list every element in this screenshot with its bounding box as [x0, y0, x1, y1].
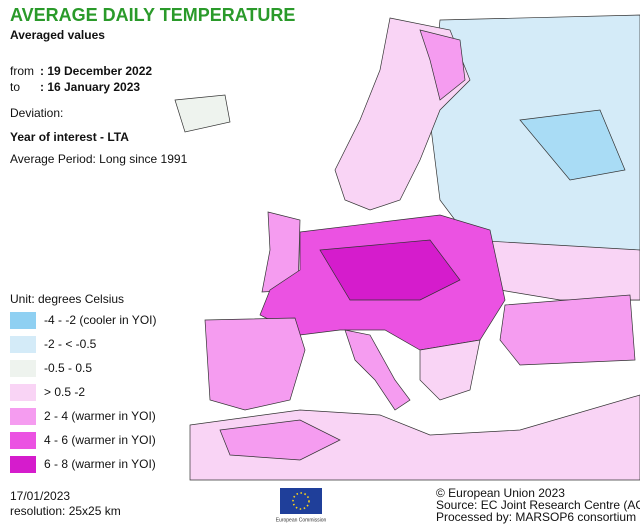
footer-date: 17/01/2023	[10, 489, 70, 503]
land-balkans	[419, 339, 481, 401]
legend-swatch	[10, 360, 36, 377]
land-finland-north	[419, 29, 466, 101]
legend-swatch	[10, 408, 36, 425]
deviation-label: Deviation:	[10, 106, 63, 120]
map	[174, 14, 640, 481]
from-label: from	[10, 64, 34, 78]
legend-label: -2 - < -0.5	[44, 337, 97, 351]
legend-label: 4 - 6 (warmer in YOI)	[44, 433, 156, 447]
footer-resolution: resolution: 25x25 km	[10, 504, 121, 518]
legend-label: > 0.5 -2	[44, 385, 85, 399]
from-date: : 19 December 2022	[40, 64, 152, 78]
logo-text: European Commission	[276, 517, 327, 523]
legend-swatch	[10, 456, 36, 473]
to-date: : 16 January 2023	[40, 80, 140, 94]
subtitle: Averaged values	[10, 28, 105, 42]
legend-label: -4 - -2 (cooler in YOI)	[44, 313, 156, 327]
land-iberia	[204, 317, 306, 411]
land-turkey	[499, 294, 636, 366]
legend-unit: Unit: degrees Celsius	[10, 292, 124, 306]
land-cold-patch	[519, 109, 626, 181]
copyright: © European Union 2023	[436, 486, 565, 500]
legend-swatch	[10, 384, 36, 401]
to-label: to	[10, 80, 20, 94]
eu-flag	[280, 488, 322, 514]
processed-by: Processed by: MARSOP6 consortium	[436, 510, 636, 524]
legend-swatch	[10, 312, 36, 329]
legend-swatch	[10, 336, 36, 353]
legend-label: -0.5 - 0.5	[44, 361, 92, 375]
land-iceland	[174, 94, 231, 133]
land-maghreb-warm	[219, 419, 341, 461]
legend-label: 2 - 4 (warmer in YOI)	[44, 409, 156, 423]
land-italy	[344, 329, 411, 411]
eu-stars	[292, 492, 310, 510]
legend-swatch	[10, 432, 36, 449]
average-period: Average Period: Long since 1991	[10, 152, 188, 166]
legend-label: 6 - 8 (warmer in YOI)	[44, 457, 156, 471]
comparison: Year of interest - LTA	[10, 130, 129, 144]
title: AVERAGE DAILY TEMPERATURE	[10, 5, 295, 25]
source: Source: EC Joint Research Centre (AGRI4C…	[436, 498, 640, 512]
land-central-hot	[319, 239, 461, 301]
